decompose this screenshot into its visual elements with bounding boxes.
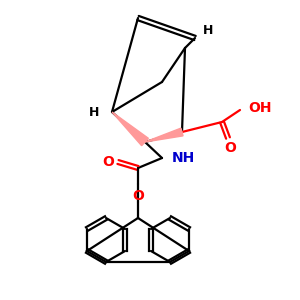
Text: H: H [203,23,213,37]
Text: O: O [224,141,236,155]
Text: O: O [102,155,114,169]
Text: NH: NH [172,151,195,165]
Polygon shape [112,112,148,146]
Text: OH: OH [248,101,272,115]
Text: O: O [132,189,144,203]
Text: H: H [89,106,99,118]
Polygon shape [145,128,183,142]
